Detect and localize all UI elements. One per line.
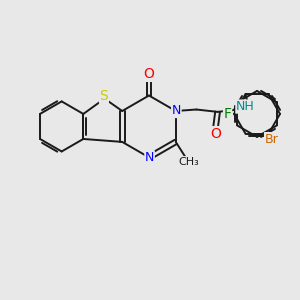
Text: Br: Br — [265, 133, 278, 146]
Text: O: O — [143, 67, 155, 81]
Text: CH₃: CH₃ — [178, 157, 200, 166]
Text: N: N — [172, 104, 181, 118]
Text: NH: NH — [236, 100, 255, 113]
Text: F: F — [224, 107, 232, 121]
Text: O: O — [210, 127, 221, 141]
Text: N: N — [145, 151, 154, 164]
Text: S: S — [100, 89, 108, 103]
